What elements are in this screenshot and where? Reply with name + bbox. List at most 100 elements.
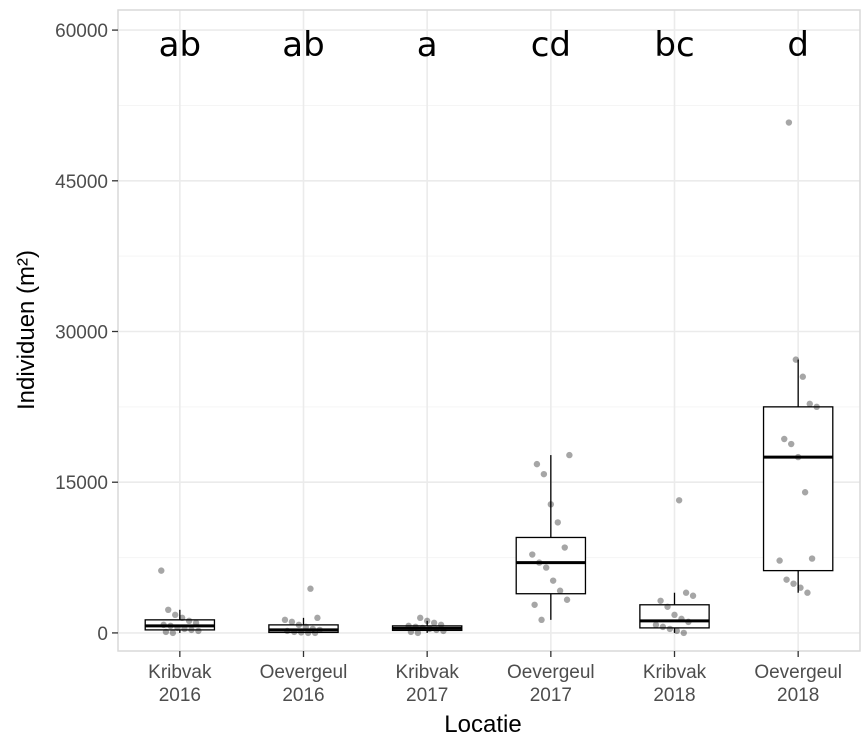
data-point	[538, 616, 545, 624]
x-tick-label-line2: 2018	[653, 685, 695, 706]
data-point	[412, 623, 419, 631]
data-point	[682, 589, 690, 596]
y-tick-label: 45000	[55, 172, 108, 193]
data-point	[304, 629, 312, 637]
data-point	[781, 435, 788, 443]
data-point	[419, 624, 426, 632]
data-point	[685, 618, 692, 626]
data-point	[808, 555, 816, 562]
significance-letter: ab	[159, 25, 201, 65]
data-point	[181, 625, 188, 633]
x-tick-label-line2: 2016	[159, 685, 201, 706]
significance-letter: bc	[654, 25, 694, 65]
x-tick-label-line1: Kribvak	[643, 662, 707, 683]
data-point	[813, 403, 820, 411]
data-point	[675, 497, 683, 504]
data-point	[284, 627, 291, 635]
data-point	[776, 557, 783, 564]
data-point	[561, 544, 568, 551]
data-point	[673, 627, 681, 635]
data-point	[167, 622, 174, 630]
y-tick-label: 15000	[55, 473, 108, 494]
x-tick-label-line2: 2017	[406, 685, 448, 706]
data-point	[666, 625, 674, 633]
x-tick-label-line1: Oevergeul	[507, 662, 595, 683]
data-point	[426, 625, 433, 633]
significance-letter: cd	[531, 25, 571, 65]
data-point	[556, 587, 564, 594]
data-point	[178, 614, 186, 622]
data-point	[169, 629, 177, 637]
data-point	[657, 597, 664, 604]
data-point	[316, 626, 323, 634]
data-point	[288, 618, 296, 626]
data-point	[664, 603, 671, 610]
data-point	[311, 629, 319, 637]
data-point	[563, 596, 571, 603]
grid-layer	[118, 10, 860, 651]
data-point	[158, 567, 165, 574]
data-point	[797, 584, 804, 591]
point-layer	[158, 119, 820, 637]
data-point	[529, 551, 536, 558]
significance-layer: ab ab a cd bc d	[159, 25, 809, 65]
data-point	[652, 621, 660, 629]
data-point	[542, 564, 550, 571]
box-6	[762, 359, 834, 593]
y-tick-label: 60000	[55, 21, 108, 42]
data-point	[291, 628, 298, 636]
data-point	[307, 585, 314, 592]
y-axis-title: Individuen (m²)	[13, 250, 40, 410]
data-point	[314, 614, 321, 622]
x-tick-label-line2: 2018	[777, 685, 819, 706]
data-point	[680, 629, 687, 637]
data-point	[788, 440, 795, 448]
data-point	[540, 470, 548, 478]
data-point	[806, 400, 813, 408]
y-tick-label: 0	[97, 624, 108, 645]
data-point	[417, 614, 424, 622]
significance-letter: d	[787, 25, 809, 65]
data-point	[804, 589, 811, 596]
x-axis-ticks: Kribvak2016Oevergeul2016Kribvak2017Oever…	[148, 651, 842, 706]
panel-border	[117, 9, 861, 652]
data-point	[309, 625, 316, 633]
data-point	[554, 519, 561, 526]
data-point	[430, 619, 438, 627]
data-point	[678, 615, 685, 623]
significance-letter: ab	[282, 25, 324, 65]
box-5	[639, 592, 710, 633]
data-point	[531, 601, 538, 608]
x-tick-label-line1: Kribvak	[395, 662, 459, 683]
data-point	[188, 626, 195, 634]
data-point	[794, 453, 802, 461]
data-point	[801, 489, 809, 496]
data-point	[174, 624, 181, 632]
data-point	[414, 629, 422, 637]
data-point	[295, 621, 303, 629]
data-point	[659, 623, 667, 631]
data-point	[433, 626, 440, 634]
data-point	[423, 617, 431, 625]
data-point	[566, 451, 573, 459]
data-point	[783, 576, 790, 583]
data-point	[171, 611, 179, 619]
box-iqr	[762, 406, 834, 572]
x-tick-label-line2: 2016	[282, 685, 324, 706]
box-layer	[144, 359, 834, 634]
data-point	[297, 629, 305, 636]
plot-panel	[117, 9, 861, 652]
data-point	[689, 592, 697, 599]
data-point	[192, 619, 200, 627]
significance-letter: a	[417, 25, 438, 65]
data-point	[165, 606, 172, 614]
x-tick-label-line1: Oevergeul	[754, 662, 842, 683]
y-axis-ticks: 0 15000 30000 45000 60000	[55, 21, 118, 645]
data-point	[185, 617, 193, 625]
box-iqr	[515, 536, 587, 595]
data-point	[790, 580, 797, 587]
data-point	[785, 119, 793, 126]
data-point	[302, 623, 310, 631]
